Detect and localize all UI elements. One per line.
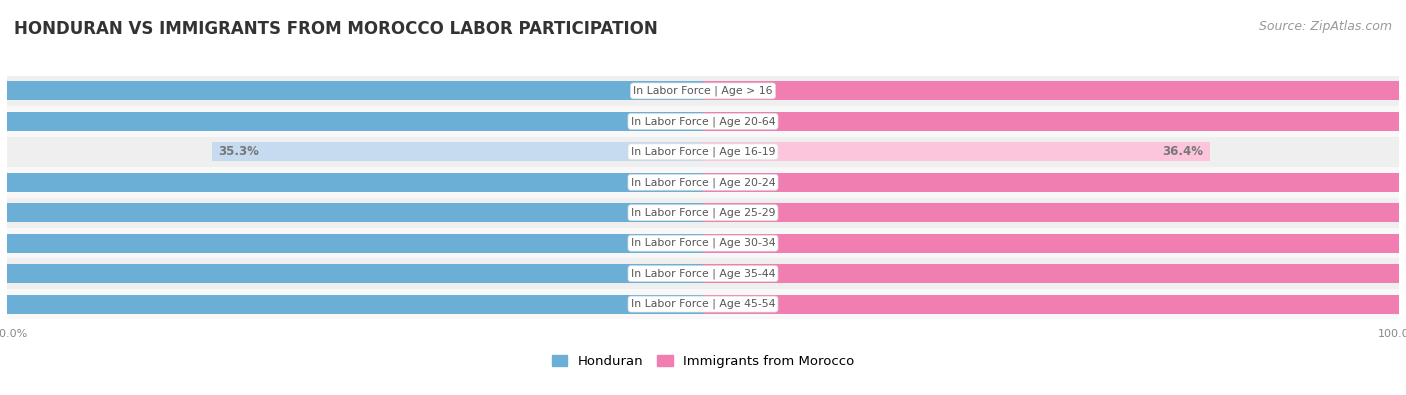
- Bar: [703, 173, 1406, 192]
- Bar: [7, 106, 1399, 137]
- Text: In Labor Force | Age 35-44: In Labor Force | Age 35-44: [631, 268, 775, 279]
- Bar: [7, 76, 1399, 106]
- Text: In Labor Force | Age 20-24: In Labor Force | Age 20-24: [631, 177, 775, 188]
- Bar: [212, 142, 703, 161]
- Bar: [703, 264, 1406, 283]
- Bar: [0, 173, 703, 192]
- Text: In Labor Force | Age 45-54: In Labor Force | Age 45-54: [631, 299, 775, 309]
- Bar: [7, 137, 1399, 167]
- Bar: [703, 81, 1406, 100]
- Bar: [7, 258, 1399, 289]
- Text: In Labor Force | Age > 16: In Labor Force | Age > 16: [633, 86, 773, 96]
- Bar: [7, 228, 1399, 258]
- Bar: [7, 198, 1399, 228]
- Bar: [7, 167, 1399, 198]
- Bar: [703, 203, 1406, 222]
- Bar: [0, 295, 703, 314]
- Bar: [0, 81, 703, 100]
- Text: In Labor Force | Age 16-19: In Labor Force | Age 16-19: [631, 147, 775, 157]
- Text: HONDURAN VS IMMIGRANTS FROM MOROCCO LABOR PARTICIPATION: HONDURAN VS IMMIGRANTS FROM MOROCCO LABO…: [14, 20, 658, 38]
- Bar: [0, 112, 703, 131]
- Text: 35.3%: 35.3%: [218, 145, 260, 158]
- Bar: [0, 264, 703, 283]
- Bar: [703, 142, 1209, 161]
- Text: In Labor Force | Age 20-64: In Labor Force | Age 20-64: [631, 116, 775, 127]
- Legend: Honduran, Immigrants from Morocco: Honduran, Immigrants from Morocco: [547, 349, 859, 373]
- Bar: [703, 234, 1406, 253]
- Text: Source: ZipAtlas.com: Source: ZipAtlas.com: [1258, 20, 1392, 33]
- Text: In Labor Force | Age 30-34: In Labor Force | Age 30-34: [631, 238, 775, 248]
- Bar: [703, 295, 1406, 314]
- Bar: [0, 203, 703, 222]
- Bar: [0, 234, 703, 253]
- Bar: [7, 289, 1399, 319]
- Text: In Labor Force | Age 25-29: In Labor Force | Age 25-29: [631, 207, 775, 218]
- Text: 36.4%: 36.4%: [1161, 145, 1202, 158]
- Bar: [703, 112, 1406, 131]
